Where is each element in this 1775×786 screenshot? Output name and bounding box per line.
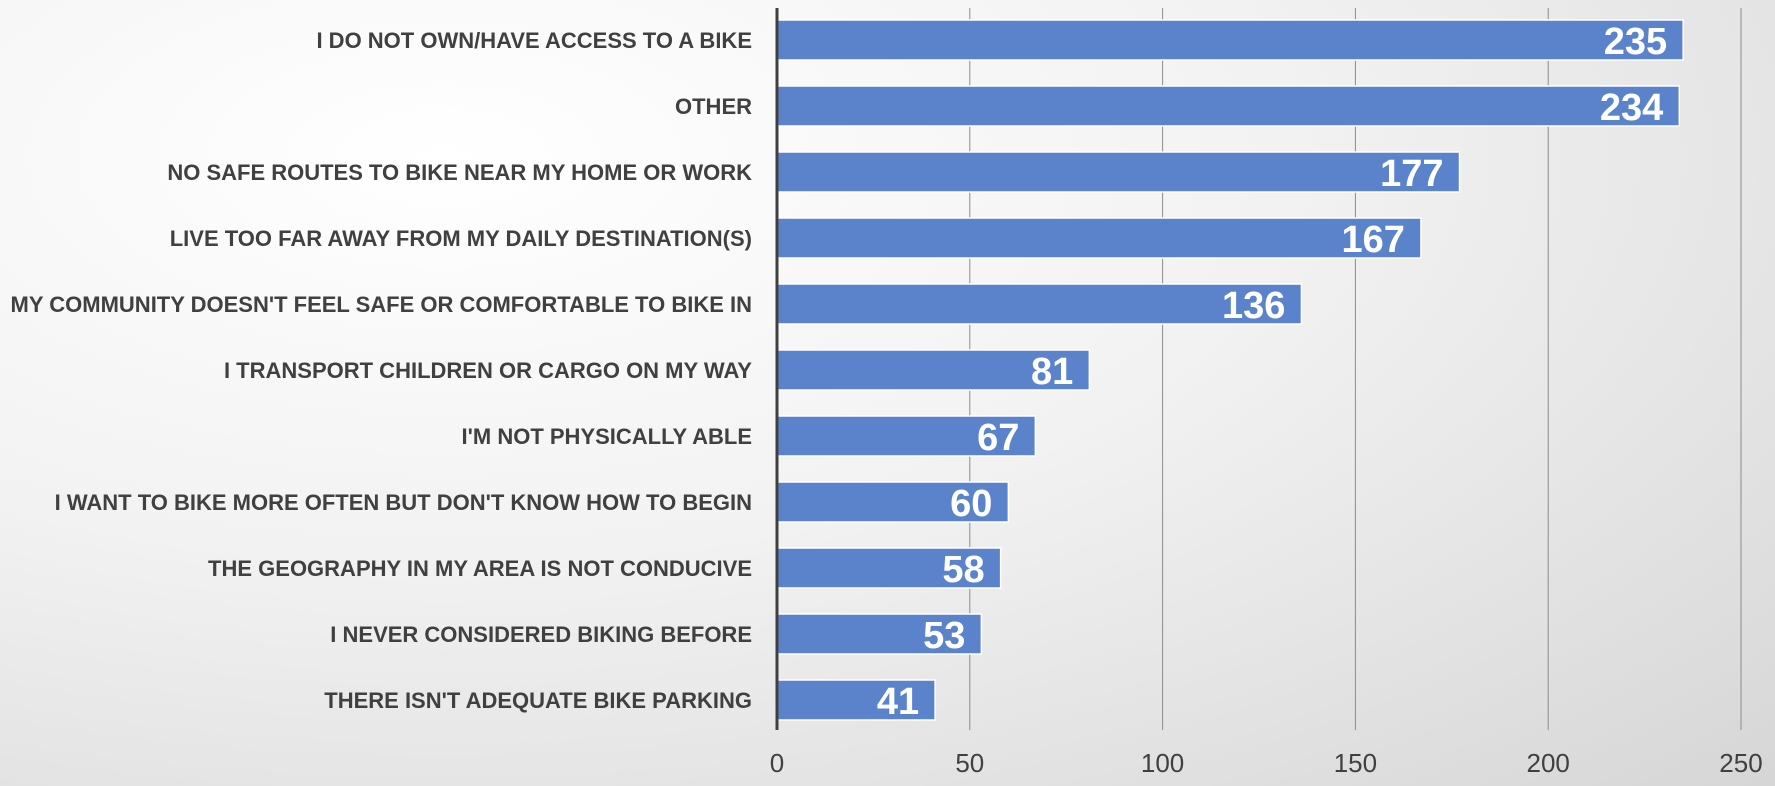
category-labels: I DO NOT OWN/HAVE ACCESS TO A BIKE OTHER N… xyxy=(11,28,753,713)
bar xyxy=(776,283,1303,325)
category-label: THE GEOGRAPHY IN MY AREA IS NOT CONDUCIV… xyxy=(208,556,752,581)
category-label: LIVE TOO FAR AWAY FROM MY DAILY DESTINAT… xyxy=(170,226,752,251)
bar xyxy=(776,613,983,655)
x-tick-label: 150 xyxy=(1334,748,1377,778)
data-label: 167 xyxy=(1342,219,1405,261)
data-label: 235 xyxy=(1604,21,1667,63)
data-label: 81 xyxy=(1031,351,1073,393)
bar xyxy=(776,415,1037,457)
category-label: I NEVER CONSIDERED BIKING BEFORE xyxy=(330,622,752,647)
category-label: NO SAFE ROUTES TO BIKE NEAR MY HOME OR W… xyxy=(167,160,752,185)
x-tick-label: 100 xyxy=(1141,748,1184,778)
category-label: I DO NOT OWN/HAVE ACCESS TO A BIKE xyxy=(316,28,752,53)
bar xyxy=(776,85,1681,127)
x-tick-label: 200 xyxy=(1527,748,1570,778)
x-tick-labels: 0 50 100 150 200 250 xyxy=(770,748,1763,778)
data-label: 58 xyxy=(942,549,984,591)
category-label: THERE ISN'T ADEQUATE BIKE PARKING xyxy=(324,688,752,713)
category-label: I'M NOT PHYSICALLY ABLE xyxy=(462,424,752,449)
data-label: 234 xyxy=(1600,87,1663,129)
bars xyxy=(776,19,1684,721)
data-label: 53 xyxy=(923,615,965,657)
category-label: I TRANSPORT CHILDREN OR CARGO ON MY WAY xyxy=(224,358,752,383)
bar xyxy=(776,151,1461,193)
bar xyxy=(776,217,1422,259)
data-label: 41 xyxy=(877,681,919,723)
data-label: 67 xyxy=(977,417,1019,459)
grid-lines xyxy=(969,8,1742,730)
bar xyxy=(776,679,936,721)
bar xyxy=(776,547,1002,589)
category-label: MY COMMUNITY DOESN'T FEEL SAFE OR COMFOR… xyxy=(11,292,752,317)
category-label: OTHER xyxy=(675,94,752,119)
x-tick-label: 0 xyxy=(770,748,784,778)
x-tick-label: 50 xyxy=(955,748,984,778)
data-label: 136 xyxy=(1222,285,1285,327)
bar xyxy=(776,19,1684,61)
x-tick-label: 250 xyxy=(1719,748,1762,778)
data-label: 177 xyxy=(1380,153,1443,195)
bar xyxy=(776,481,1010,523)
data-label: 60 xyxy=(950,483,992,525)
category-label: I WANT TO BIKE MORE OFTEN BUT DON'T KNOW… xyxy=(55,490,752,515)
